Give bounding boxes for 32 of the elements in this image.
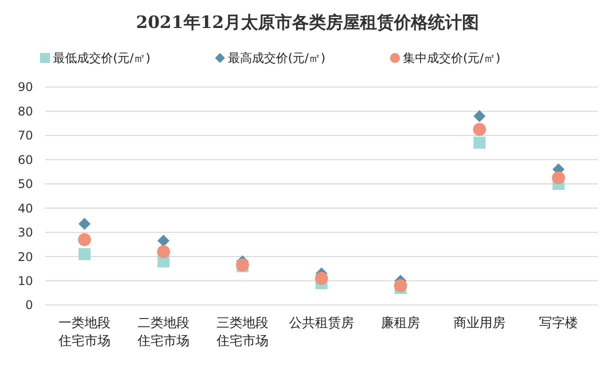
y-tick-label: 80 [18,104,33,118]
y-tick-label: 0 [25,298,33,312]
x-tick-label: 三类地段住宅市场 [216,316,268,349]
y-tick-label: 20 [18,250,33,264]
x-tick-label: 一类地段住宅市场 [58,316,110,349]
y-tick-label: 10 [18,274,33,288]
point [78,248,90,260]
y-tick-label: 60 [18,152,33,167]
x-tick-label: 商业用房 [454,315,506,331]
x-tick-label: 写字楼 [539,315,578,331]
point [473,122,486,136]
legend-label: 最高成交价(元/㎡) [228,51,326,66]
y-tick-label: 40 [18,201,33,216]
y-tick-label: 30 [18,226,33,240]
chart-title: 2021年12月太原市各类房屋租赁价格统计图 [136,13,479,33]
point [157,245,170,258]
x-tick-label: 公共租赁房 [289,315,354,331]
point [78,233,91,246]
legend-label: 集中成交价(元/㎡) [403,51,500,66]
y-tick-label: 90 [18,80,33,94]
x-tick-label: 廉租房 [381,315,420,331]
point [315,272,328,285]
y-tick-label: 50 [18,177,33,192]
point [158,234,170,247]
point [474,136,486,149]
point [552,171,565,184]
y-tick-label: 70 [18,128,33,143]
point [394,279,407,292]
x-tick-label: 二类地段住宅市场 [136,316,190,349]
point [78,218,90,230]
legend-label: 最低成交价(元/㎡) [53,51,150,66]
point [474,110,486,122]
